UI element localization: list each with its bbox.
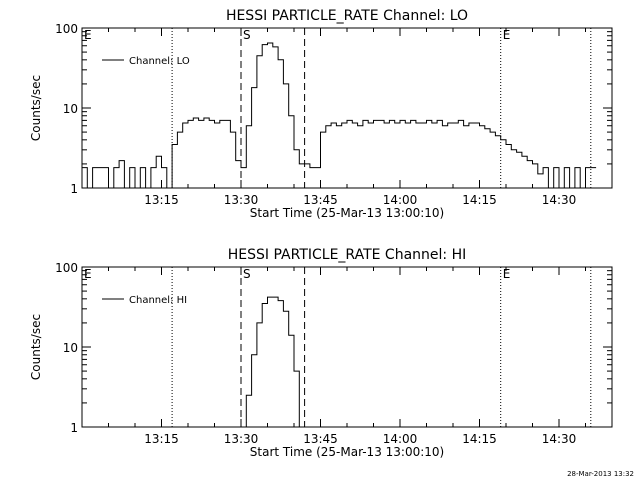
y-tick-label: 10 xyxy=(63,102,78,116)
x-tick-label: 14:15 xyxy=(462,432,497,446)
x-tick-label: 14:30 xyxy=(542,432,577,446)
x-tick-label: 14:30 xyxy=(542,193,577,207)
x-axis-label: Start Time (25-Mar-13 13:00:10) xyxy=(250,206,444,220)
legend-label: Channel: LO xyxy=(129,56,190,67)
x-tick-label: 13:45 xyxy=(303,193,338,207)
marker-label: E xyxy=(503,28,511,42)
x-tick-label: 13:30 xyxy=(224,193,259,207)
y-tick-label: 100 xyxy=(55,22,78,36)
y-tick-label: 1 xyxy=(70,182,78,196)
chart-title: HESSI PARTICLE_RATE Channel: HI xyxy=(228,247,466,263)
x-tick-label: 14:15 xyxy=(462,193,497,207)
x-tick-label: 13:15 xyxy=(144,432,179,446)
marker-label: E xyxy=(84,28,92,42)
marker-label: S xyxy=(243,267,251,281)
series-line-0 xyxy=(241,296,305,428)
y-axis-label: Counts/sec xyxy=(29,75,43,141)
series-line-0 xyxy=(82,42,597,189)
x-tick-label: 14:00 xyxy=(383,432,418,446)
x-axis-label: Start Time (25-Mar-13 13:00:10) xyxy=(250,445,444,459)
footer-timestamp: 28-Mar-2013 13:32 xyxy=(567,470,634,478)
plot-frame xyxy=(81,266,613,428)
y-tick-label: 10 xyxy=(63,341,78,355)
y-tick-label: 1 xyxy=(70,421,78,435)
x-tick-label: 13:45 xyxy=(303,432,338,446)
y-tick-label: 100 xyxy=(55,261,78,275)
marker-label: E xyxy=(84,267,92,281)
x-tick-label: 13:15 xyxy=(144,193,179,207)
y-axis-label: Counts/sec xyxy=(29,314,43,380)
x-tick-label: 13:30 xyxy=(224,432,259,446)
marker-label: S xyxy=(243,28,251,42)
chart-title: HESSI PARTICLE_RATE Channel: LO xyxy=(226,8,468,24)
legend-label: Channel: HI xyxy=(129,295,187,306)
marker-label: E xyxy=(503,267,511,281)
x-tick-label: 14:00 xyxy=(383,193,418,207)
